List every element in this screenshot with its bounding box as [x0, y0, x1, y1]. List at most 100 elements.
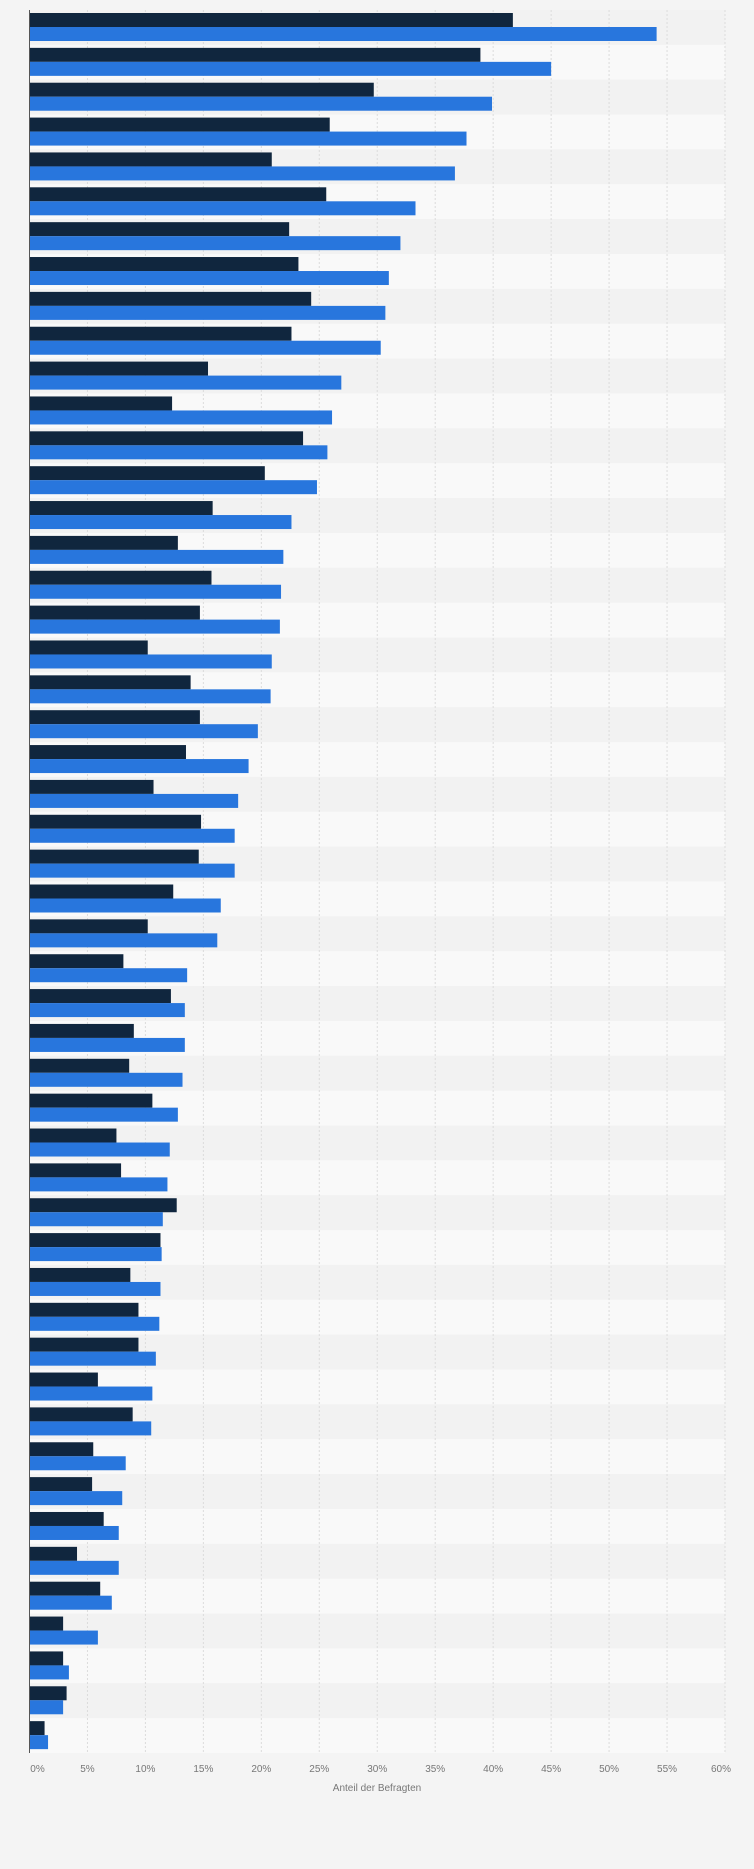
- x-tick-label: 5%: [80, 1764, 95, 1775]
- bar-series-2: [29, 236, 401, 251]
- bar-series-1: [29, 1163, 122, 1178]
- x-tick-label: 0%: [30, 1764, 45, 1775]
- bar-series-1: [29, 396, 173, 411]
- x-tick-label: 25%: [309, 1764, 329, 1775]
- x-tick-label: 50%: [599, 1764, 619, 1775]
- bar-series-1: [29, 257, 299, 272]
- bar-series-1: [29, 1407, 133, 1422]
- bar-series-1: [29, 1477, 93, 1492]
- bar-series-2: [29, 271, 389, 286]
- bar-series-1: [29, 779, 154, 794]
- bar-series-1: [29, 1581, 101, 1596]
- bar-series-1: [29, 326, 292, 341]
- bar-series-1: [29, 1198, 177, 1213]
- x-tick-label: 35%: [425, 1764, 445, 1775]
- bar-series-1: [29, 989, 171, 1004]
- bar-series-1: [29, 1093, 153, 1108]
- gridlines: [86, 10, 726, 1753]
- bar-series-1: [29, 291, 312, 306]
- bar-series-2: [29, 828, 235, 843]
- bar-series-1: [29, 1267, 131, 1282]
- bar-series-1: [29, 1372, 98, 1387]
- bar-series-2: [29, 1630, 98, 1645]
- bar-series-2: [29, 1247, 162, 1262]
- bar-series-1: [29, 222, 290, 237]
- bar-series-2: [29, 515, 292, 530]
- bar-series-2: [29, 1072, 183, 1087]
- bar-series-1: [29, 466, 265, 481]
- bar-series-2: [29, 1421, 152, 1436]
- bar-series-1: [29, 535, 178, 550]
- bar-series-2: [29, 1525, 119, 1540]
- bar-series-2: [29, 1107, 178, 1122]
- bar-series-2: [29, 933, 218, 948]
- bar-series-2: [29, 759, 249, 774]
- bar-series-2: [29, 166, 455, 181]
- bar-series-1: [29, 919, 148, 934]
- bar-series-1: [29, 1337, 139, 1352]
- bar-series-2: [29, 898, 221, 913]
- bar-series-2: [29, 131, 467, 146]
- bar-series-1: [29, 1721, 45, 1736]
- x-tick-label: 10%: [135, 1764, 155, 1775]
- bar-series-1: [29, 1442, 94, 1457]
- row-band: [29, 1543, 725, 1579]
- bar-series-1: [29, 710, 200, 725]
- bar-series-2: [29, 96, 493, 111]
- bar-series-1: [29, 884, 174, 899]
- row-band: [29, 1683, 725, 1719]
- bar-series-2: [29, 1177, 168, 1192]
- bar-series-1: [29, 47, 481, 62]
- bar-series-1: [29, 1616, 64, 1631]
- x-tick-label: 15%: [193, 1764, 213, 1775]
- bar-series-2: [29, 619, 280, 634]
- bar-series-2: [29, 968, 188, 983]
- bar-series-2: [29, 1281, 161, 1296]
- x-tick-label: 55%: [657, 1764, 677, 1775]
- bar-series-1: [29, 605, 200, 620]
- bar-series-1: [29, 431, 304, 446]
- bar-series-1: [29, 1302, 139, 1317]
- bar-series-1: [29, 570, 212, 585]
- bar-series-2: [29, 584, 282, 599]
- bar-series-2: [29, 724, 258, 739]
- bar-series-2: [29, 1560, 119, 1575]
- bar-series-2: [29, 201, 416, 216]
- bar-series-1: [29, 1058, 130, 1073]
- bar-series-2: [29, 1491, 123, 1506]
- bar-series-2: [29, 1595, 112, 1610]
- x-tick-label: 40%: [483, 1764, 503, 1775]
- bar-series-1: [29, 675, 191, 690]
- bar-series-1: [29, 361, 209, 376]
- bar-series-2: [29, 1700, 64, 1715]
- bar-series-2: [29, 793, 239, 808]
- bar-series-1: [29, 954, 124, 969]
- bar-series-1: [29, 745, 186, 760]
- bar-series-1: [29, 849, 199, 864]
- bar-series-2: [29, 1316, 160, 1331]
- bar-series-1: [29, 13, 513, 27]
- x-tick-label: 20%: [251, 1764, 271, 1775]
- bar-series-2: [29, 654, 272, 669]
- bar-series-1: [29, 152, 272, 167]
- bar-series-2: [29, 863, 235, 878]
- bar-series-1: [29, 1023, 134, 1038]
- x-tick-label: 60%: [711, 1764, 731, 1775]
- x-axis-title: Anteil der Befragten: [333, 1783, 421, 1794]
- bar-series-2: [29, 480, 317, 495]
- bars: [29, 13, 657, 1750]
- bar-series-2: [29, 1386, 153, 1401]
- bar-series-2: [29, 410, 333, 425]
- bar-series-2: [29, 1456, 126, 1471]
- bar-series-2: [29, 1735, 49, 1750]
- bar-series-1: [29, 640, 148, 655]
- bar-series-1: [29, 117, 330, 132]
- bar-series-2: [29, 27, 657, 41]
- bar-series-1: [29, 1233, 161, 1248]
- bar-series-2: [29, 61, 552, 76]
- bar-series-2: [29, 340, 381, 355]
- bar-series-2: [29, 1003, 185, 1018]
- bar-series-2: [29, 1665, 69, 1680]
- bar-series-2: [29, 375, 342, 390]
